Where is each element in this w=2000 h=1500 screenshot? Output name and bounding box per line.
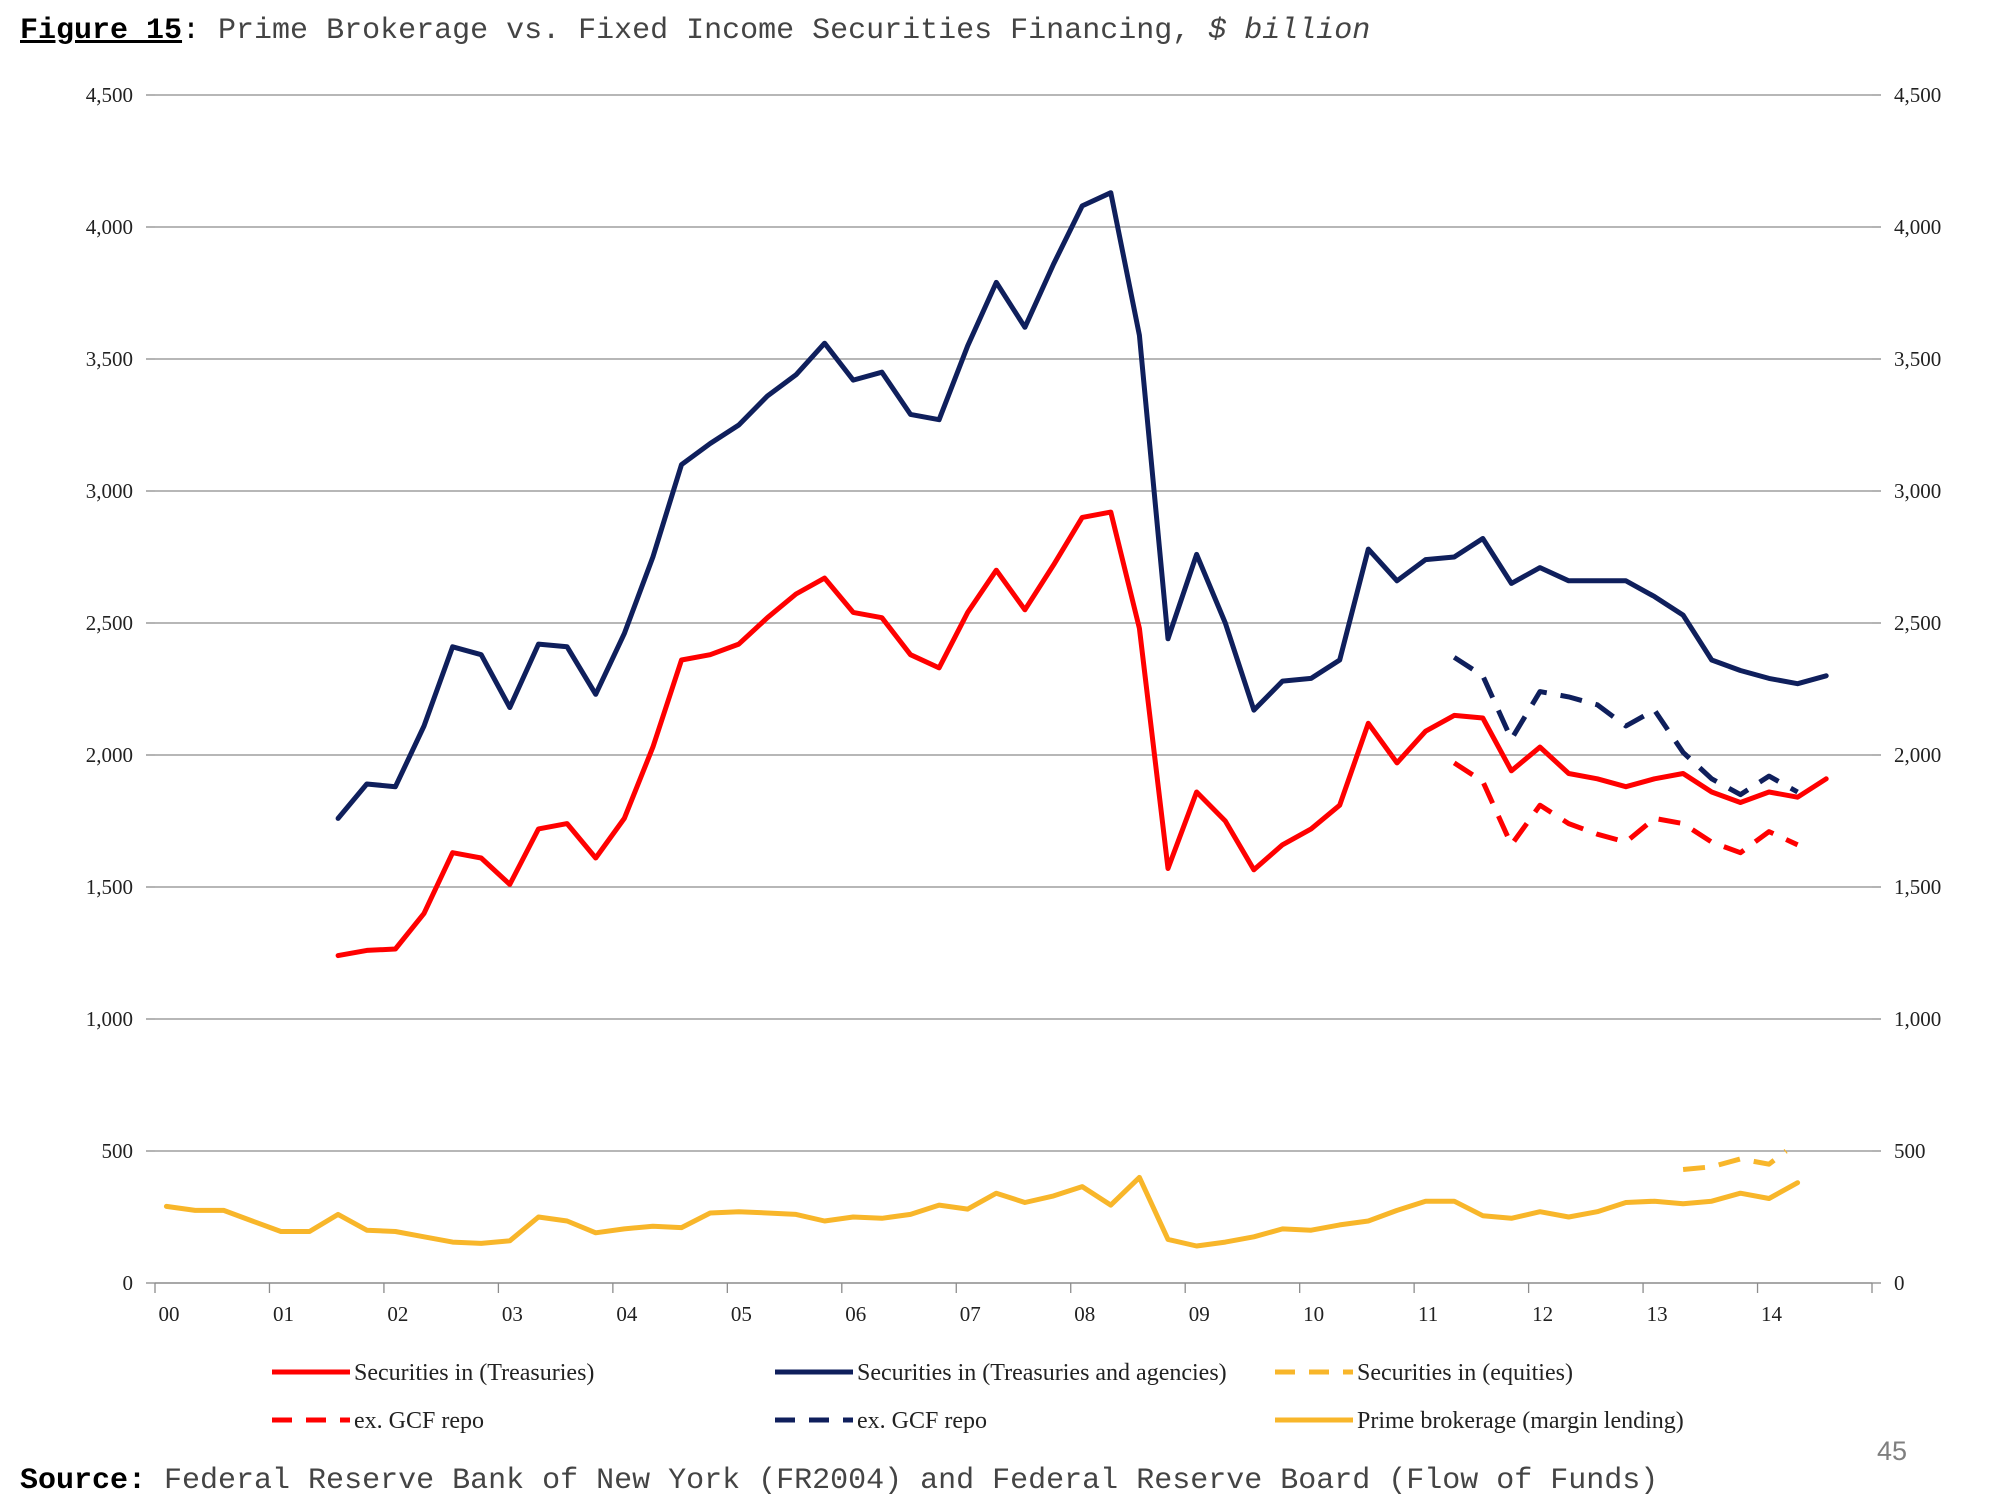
- x-axis: 00 01 02 03 04 05 06 07 08 09 10 11 12 13 14: [154, 1283, 1873, 1326]
- y-tick-label-left: 4,500: [86, 83, 133, 107]
- legend-label: Securities in (equities): [1357, 1360, 1573, 1386]
- legend-label: ex. GCF repo: [354, 1408, 484, 1434]
- y-tick-label-right: 2,500: [1894, 611, 1941, 635]
- y-tick-label-right: 3,000: [1894, 479, 1941, 503]
- x-tick-label: 09: [1189, 1302, 1210, 1326]
- legend: Securities in (Treasuries) Securities in …: [272, 1360, 1684, 1434]
- y-tick-label-right: 1,000: [1894, 1007, 1941, 1031]
- x-tick-label: 01: [273, 1302, 294, 1326]
- legend-item: ex. GCF repo: [775, 1408, 987, 1434]
- series-line-securities-in-equities: [1682, 1149, 1788, 1172]
- series-line-ex-gcf-repo-treasuries-and-agencies: [1452, 655, 1799, 798]
- y-tick-label-left: 2,000: [86, 743, 133, 767]
- y-tick-label-right: 1,500: [1894, 875, 1941, 899]
- y-axis-right: 0 500 1,000 1,500 2,000 2,500 3,000 3,500 4,000 4…: [1872, 83, 1941, 1295]
- y-tick-label-left: 1,500: [86, 875, 133, 899]
- x-tick-label: 12: [1532, 1302, 1553, 1326]
- legend-item: Securities in (Treasuries): [272, 1360, 594, 1386]
- x-tick-label: 07: [960, 1302, 981, 1326]
- legend-label: Securities in (Treasuries and agencies): [857, 1360, 1227, 1386]
- figure-colon: :: [182, 14, 200, 48]
- y-tick-label-left: 0: [123, 1271, 134, 1295]
- series-line-securities-in-treasuries-and-agencies: [335, 190, 1829, 821]
- page-number: 45: [1877, 1436, 1907, 1466]
- x-tick-label: 05: [731, 1302, 752, 1326]
- series-line-ex-gcf-repo-treasuries: [1452, 760, 1799, 856]
- y-tick-label-right: 4,500: [1894, 83, 1941, 107]
- x-tick-label: 00: [159, 1302, 180, 1326]
- legend-item: Securities in (equities): [1275, 1360, 1573, 1386]
- legend-label: ex. GCF repo: [857, 1408, 987, 1434]
- y-tick-label-right: 4,000: [1894, 215, 1941, 239]
- x-tick-label: 13: [1647, 1302, 1668, 1326]
- figure-title-unit: $ billion: [1208, 14, 1370, 48]
- x-tick-label: 04: [616, 1302, 638, 1326]
- y-tick-label-right: 500: [1894, 1139, 1926, 1163]
- y-tick-label-right: 0: [1894, 1271, 1905, 1295]
- y-tick-label-left: 500: [102, 1139, 134, 1163]
- y-tick-label-left: 3,500: [86, 347, 133, 371]
- x-tick-label: 08: [1074, 1302, 1095, 1326]
- legend-item: Securities in (Treasuries and agencies): [775, 1360, 1227, 1386]
- source-text: Federal Reserve Bank of New York (FR2004…: [146, 1464, 1658, 1498]
- source-label: Source:: [20, 1464, 146, 1498]
- series-line-securities-in-treasuries: [335, 509, 1829, 959]
- source-line: Source: Federal Reserve Bank of New York…: [20, 1464, 1658, 1498]
- y-tick-label-right: 3,500: [1894, 347, 1941, 371]
- legend-label: Prime brokerage (margin lending): [1357, 1408, 1684, 1434]
- figure-title: Figure 15: Prime Brokerage vs. Fixed Inc…: [20, 14, 1370, 48]
- plot-area: [163, 190, 1829, 1249]
- x-tick-label: 02: [387, 1302, 408, 1326]
- legend-item: Prime brokerage (margin lending): [1275, 1408, 1684, 1434]
- x-tick-label: 14: [1761, 1302, 1783, 1326]
- x-tick-label: 03: [502, 1302, 523, 1326]
- figure-label: Figure 15: [20, 14, 182, 48]
- y-tick-label-left: 3,000: [86, 479, 133, 503]
- y-tick-label-left: 1,000: [86, 1007, 133, 1031]
- y-tick-label-left: 4,000: [86, 215, 133, 239]
- legend-item: ex. GCF repo: [272, 1408, 484, 1434]
- x-tick-label: 10: [1303, 1302, 1324, 1326]
- x-tick-label: 11: [1418, 1302, 1438, 1326]
- y-axis-left: 0 500 1,000 1,500 2,000 2,500 3,000 3,500 4,000 4…: [86, 83, 155, 1295]
- gridlines: [155, 94, 1872, 1152]
- legend-label: Securities in (Treasuries): [354, 1360, 594, 1386]
- figure-title-text: Prime Brokerage vs. Fixed Income Securit…: [200, 14, 1208, 48]
- y-tick-label-right: 2,000: [1894, 743, 1941, 767]
- y-tick-label-left: 2,500: [86, 611, 133, 635]
- series-line-prime-brokerage-margin-lending: [163, 1174, 1801, 1249]
- x-tick-label: 06: [845, 1302, 866, 1326]
